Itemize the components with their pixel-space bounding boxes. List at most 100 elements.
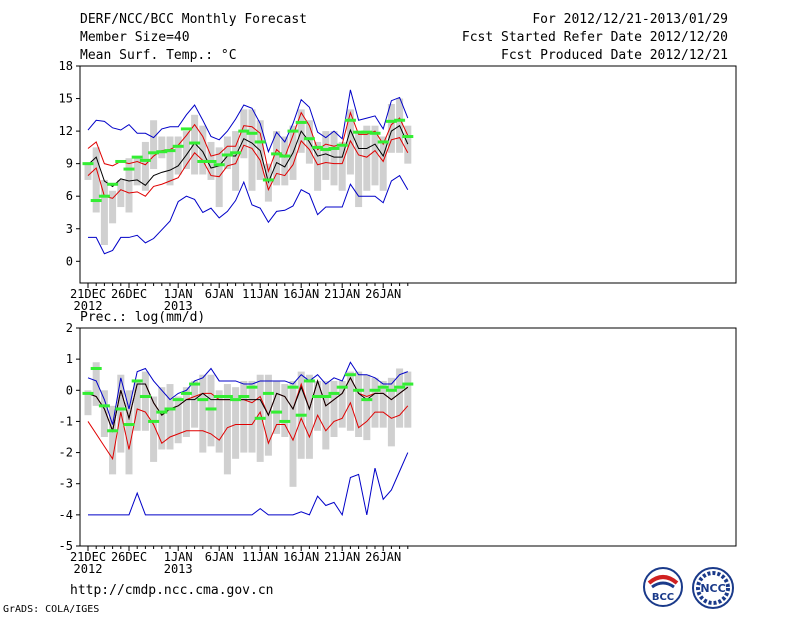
- prec-observed-marker: [344, 373, 356, 377]
- prec-mean-line: [87, 376, 409, 433]
- prec-box: [100, 390, 108, 437]
- prec-max-line: [87, 361, 408, 425]
- prec-y-tick-label: -5: [59, 539, 73, 553]
- temp-box: [355, 131, 363, 208]
- temp-observed-marker: [262, 178, 274, 182]
- temp-observed-marker: [287, 129, 299, 133]
- prec-box: [150, 396, 158, 462]
- temp-box: [371, 125, 379, 186]
- temp-observed-marker: [385, 119, 397, 123]
- prec-observed-marker: [312, 395, 324, 399]
- prec-box: [330, 380, 338, 437]
- temp-observed-marker: [107, 182, 119, 186]
- prec-box: [379, 380, 387, 428]
- prec-panel: [82, 361, 414, 517]
- prec-observed-marker: [107, 429, 119, 433]
- prec-y-tick-label: 2: [66, 321, 73, 335]
- prec-observed-marker: [197, 398, 209, 402]
- website-link[interactable]: http://cmdp.ncc.cma.gov.cn: [70, 583, 274, 598]
- temp-x-tick-label: 6JAN: [205, 287, 234, 301]
- prec-observed-marker: [156, 410, 168, 414]
- temp-box: [387, 103, 395, 153]
- prec-observed-marker: [262, 391, 274, 395]
- prec-box: [387, 377, 395, 447]
- temp-max-line: [87, 89, 409, 154]
- prec-x-tick-label: 21DEC: [70, 550, 106, 564]
- prec-observed-marker: [139, 395, 151, 399]
- temp-box: [141, 141, 149, 191]
- prec-box: [141, 371, 149, 431]
- temp-observed-marker: [131, 155, 143, 159]
- prec-y-tick-label: -1: [59, 414, 73, 428]
- prec-box: [314, 380, 322, 431]
- temp-box: [215, 147, 223, 208]
- prec-observed-marker: [230, 398, 242, 402]
- temp-box: [84, 163, 92, 180]
- temp-observed-marker: [164, 149, 176, 153]
- temp-box: [322, 131, 330, 180]
- prec-box: [125, 390, 133, 475]
- prec-box: [199, 374, 207, 453]
- prec-x-tick-label: 21JAN: [324, 550, 360, 564]
- temp-box: [404, 125, 412, 164]
- temp-box: [281, 136, 289, 186]
- temp-min-line: [88, 174, 409, 255]
- temp-observed-marker: [344, 118, 356, 122]
- forecast-started-label: Fcst Started Refer Date 2012/12/20: [461, 30, 728, 45]
- member-size-label: Member Size=40: [80, 30, 190, 45]
- prec-observed-marker: [246, 385, 258, 389]
- prec-observed-marker: [131, 379, 143, 383]
- prec-observed-marker: [115, 407, 127, 411]
- temp-box: [125, 158, 133, 213]
- prec-x-tick-label: 1JAN: [164, 550, 193, 564]
- temp-y-tick-label: 15: [59, 92, 73, 106]
- prec-box: [158, 387, 166, 450]
- temp-observed-marker: [328, 146, 340, 150]
- temp-observed-marker: [115, 159, 127, 163]
- prec-box: [404, 371, 412, 428]
- temp-y-tick-label: 18: [59, 59, 73, 73]
- prec-box: [133, 380, 141, 431]
- bcc-logo: BCC: [643, 567, 683, 607]
- temp-box: [109, 190, 117, 224]
- temp-x-tick-year: 2013: [164, 299, 193, 313]
- prec-box: [273, 380, 281, 434]
- temp-observed-marker: [394, 118, 406, 122]
- temp-observed-marker: [353, 130, 365, 134]
- prec-observed-marker: [303, 379, 315, 383]
- prec-box: [281, 384, 289, 437]
- temp-observed-marker: [320, 148, 332, 152]
- prec-observed-marker: [82, 391, 94, 395]
- temp-observed-marker: [369, 131, 381, 135]
- prec-box: [248, 380, 256, 453]
- prec-box: [84, 390, 92, 416]
- prec-observed-marker: [361, 398, 373, 402]
- chart-title: DERF/NCC/BCC Monthly Forecast: [80, 12, 307, 27]
- prec-y-tick-label: -4: [59, 508, 73, 522]
- prec-observed-marker: [205, 407, 217, 411]
- prec-observed-marker: [254, 416, 266, 420]
- temp-box: [330, 131, 338, 186]
- prec-observed-marker: [320, 395, 332, 399]
- temp-x-tick-label: 16JAN: [283, 287, 319, 301]
- temp-box: [379, 136, 387, 191]
- temp-lower-line: [87, 137, 409, 199]
- temp-observed-marker: [279, 154, 291, 158]
- temp-observed-marker: [123, 167, 135, 171]
- temp-observed-marker: [221, 153, 233, 157]
- temp-y-tick-label: 0: [66, 254, 73, 268]
- prec-x-tick-label: 16JAN: [283, 550, 319, 564]
- temp-box: [232, 131, 240, 191]
- prec-y-tick-label: 0: [66, 383, 73, 397]
- prec-observed-marker: [148, 419, 160, 423]
- prec-box: [396, 368, 404, 428]
- temp-observed-marker: [148, 151, 160, 155]
- temp-box: [92, 147, 100, 213]
- prec-box: [191, 380, 199, 428]
- prec-observed-marker: [369, 388, 381, 392]
- prec-observed-marker: [213, 395, 225, 399]
- prec-observed-marker: [123, 423, 135, 427]
- prec-observed-marker: [402, 382, 414, 386]
- temp-observed-marker: [213, 163, 225, 167]
- temp-observed-marker: [271, 152, 283, 156]
